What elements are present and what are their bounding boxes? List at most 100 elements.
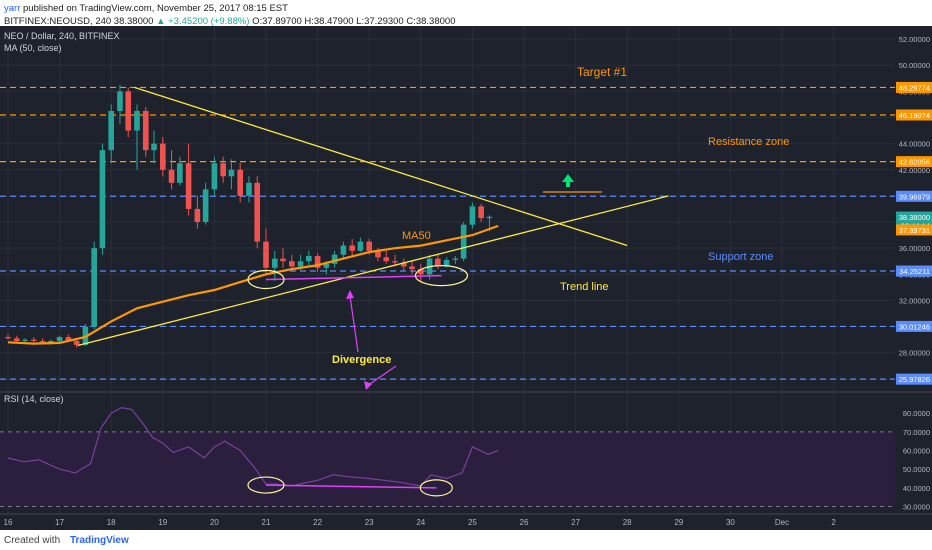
price-label-box [896, 81, 932, 93]
time-tick-label: 26 [520, 518, 529, 527]
time-tick-label: 23 [365, 518, 374, 527]
candle [168, 150, 175, 190]
candle-body [443, 259, 450, 267]
candle [435, 254, 441, 270]
candle-body [357, 241, 364, 251]
candle-body [340, 245, 347, 255]
candle [452, 256, 459, 264]
divergence-price-line [265, 274, 442, 281]
rsi-tick-label: 70.0000 [903, 428, 930, 437]
candle-body [177, 163, 183, 183]
rsi-axis: 80.0000 70.0000 60.0000 50.0000 40.0000 30.00… [903, 409, 930, 511]
time-tick-label: 19 [158, 518, 167, 527]
candle-body [460, 224, 467, 259]
price-label-box [896, 109, 932, 121]
price-label-box [896, 211, 932, 223]
candle [220, 156, 226, 183]
candle-body [289, 261, 295, 267]
rsi-tick-label: 30.0000 [903, 503, 930, 512]
author-link[interactable]: yarr [4, 3, 21, 14]
time-tick-label: 24 [416, 518, 425, 527]
trend-line-1 [134, 86, 628, 247]
legend-rsi: RSI (14, close) [4, 394, 64, 404]
candle [314, 253, 321, 272]
support-zone-label: Support zone [708, 251, 773, 263]
candle [418, 263, 424, 281]
divergence-arrow-up [349, 295, 359, 353]
candle-body [48, 340, 54, 343]
candle [237, 163, 243, 203]
candle-body [168, 169, 175, 183]
candle-body [486, 216, 493, 219]
price-label-box [896, 190, 932, 202]
legend-symbol: NEO / Dollar, 240, BITFINEX [4, 31, 120, 41]
candle [280, 248, 286, 268]
candle [31, 337, 37, 343]
time-tick-label: 17 [55, 518, 64, 527]
candle [177, 156, 183, 186]
price-label-text: 48.29774 [899, 83, 930, 92]
time-tick-label: 25 [468, 518, 477, 527]
created-with-text: Created with [4, 535, 61, 546]
candle-body [65, 337, 72, 341]
candle-body [39, 340, 46, 343]
price-tick-label: 52.00000 [899, 35, 930, 44]
price-change: ▲ +3.45200 (+9.88%) [156, 16, 250, 27]
candle-body [271, 258, 278, 268]
time-tick-label: 30 [726, 518, 735, 527]
candle-body [134, 110, 140, 131]
time-tick-label: 28 [623, 518, 632, 527]
price-label-text: 25.97826 [899, 375, 930, 384]
rsi-band [0, 431, 895, 507]
candle-body [185, 163, 192, 209]
candle-body [13, 338, 20, 341]
candle [349, 239, 355, 257]
candle-body [211, 163, 218, 190]
candle [357, 237, 364, 253]
price-tick-label: 42.00000 [899, 166, 930, 175]
candle [409, 261, 415, 275]
candle [246, 176, 252, 203]
price-chart[interactable]: 52.0000050.0000048.0000046.0000044.00000… [0, 26, 932, 530]
candle-body [383, 257, 390, 262]
candle-body [254, 182, 261, 242]
candle-body [5, 337, 11, 339]
candle-body [125, 91, 132, 131]
candle-body [22, 339, 28, 341]
candle [228, 159, 235, 190]
time-axis-bg [0, 514, 932, 530]
price-label-last: 38.38000 [896, 211, 932, 223]
candle-body [142, 110, 149, 151]
tradingview-logo[interactable]: TradingView [70, 535, 129, 546]
chart-footer: Created with TradingView [0, 530, 932, 550]
candle-body [435, 258, 441, 267]
candle-body [56, 337, 63, 341]
candle-body [31, 339, 37, 341]
low-ellipse-1 [247, 269, 285, 290]
candle-body [366, 241, 372, 251]
target-arrow-icon [562, 174, 574, 187]
rsi-tick-label: 40.0000 [903, 484, 930, 493]
price-label-box [896, 156, 932, 168]
price-tick-label: 44.00000 [899, 140, 930, 149]
price-label-support: 34.25211 [896, 265, 932, 277]
candle [331, 250, 338, 268]
ma50-line [7, 224, 499, 345]
price-label-text: 38.38000 [899, 213, 930, 222]
rsi-tick-label: 50.0000 [903, 465, 930, 474]
candle [340, 241, 347, 259]
time-tick-label: 27 [571, 518, 580, 527]
rsi-ellipse-1 [247, 476, 285, 494]
candle-body [331, 254, 338, 264]
resistance-zone-label: Resistance zone [708, 136, 789, 148]
candle [194, 195, 201, 229]
candle [254, 176, 261, 249]
divergence-arrowhead-down [364, 381, 372, 390]
candle-body [469, 206, 476, 225]
price-tick-label: 36.00000 [899, 244, 930, 253]
trend-line-label: Trend line [560, 281, 609, 293]
price-tick-label: 32.00000 [899, 296, 930, 305]
price-label-support: 30.01246 [896, 320, 932, 332]
candle-body [418, 269, 424, 275]
candle-body [375, 250, 381, 258]
